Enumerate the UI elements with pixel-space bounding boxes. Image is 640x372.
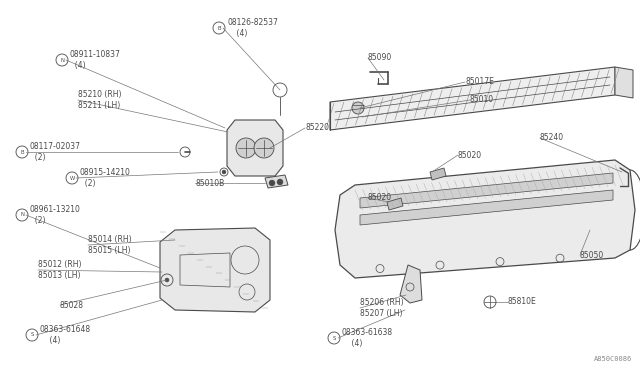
Text: 85206 (RH)
85207 (LH): 85206 (RH) 85207 (LH) xyxy=(360,298,404,318)
Text: 85240: 85240 xyxy=(540,134,564,142)
Text: 85810E: 85810E xyxy=(508,298,537,307)
Text: 08363-61648
    (4): 08363-61648 (4) xyxy=(40,325,91,345)
Circle shape xyxy=(277,179,283,185)
Text: A850C0086: A850C0086 xyxy=(594,356,632,362)
Text: 85012 (RH)
85013 (LH): 85012 (RH) 85013 (LH) xyxy=(38,260,81,280)
Text: 85020: 85020 xyxy=(458,151,482,160)
Text: 85210 (RH)
85211 (LH): 85210 (RH) 85211 (LH) xyxy=(78,90,122,110)
Polygon shape xyxy=(330,67,615,130)
Circle shape xyxy=(269,180,275,186)
Text: 85010B: 85010B xyxy=(195,179,224,187)
Text: B: B xyxy=(20,150,24,154)
Text: S: S xyxy=(30,333,34,337)
Text: 85017E: 85017E xyxy=(465,77,494,87)
Polygon shape xyxy=(360,173,613,208)
Circle shape xyxy=(254,138,274,158)
Polygon shape xyxy=(360,190,613,225)
Circle shape xyxy=(352,102,364,114)
Polygon shape xyxy=(430,168,446,180)
Polygon shape xyxy=(160,228,270,312)
Polygon shape xyxy=(400,265,422,303)
Circle shape xyxy=(165,278,169,282)
Text: 85050: 85050 xyxy=(580,250,604,260)
Text: 85010: 85010 xyxy=(470,96,494,105)
Polygon shape xyxy=(265,175,288,188)
Text: 08117-02037
  (2): 08117-02037 (2) xyxy=(30,142,81,162)
Text: 85090: 85090 xyxy=(368,54,392,62)
Text: 85020: 85020 xyxy=(368,193,392,202)
Text: 08363-61638
    (4): 08363-61638 (4) xyxy=(342,328,393,348)
Polygon shape xyxy=(227,120,283,176)
Text: 85028: 85028 xyxy=(60,301,84,310)
Polygon shape xyxy=(615,67,633,98)
Polygon shape xyxy=(335,160,635,278)
Text: S: S xyxy=(332,336,336,340)
Text: 08911-10837
  (4): 08911-10837 (4) xyxy=(70,50,121,70)
Text: 08126-82537
    (4): 08126-82537 (4) xyxy=(227,18,278,38)
Circle shape xyxy=(236,138,256,158)
Circle shape xyxy=(222,170,226,174)
Text: 08915-14210
  (2): 08915-14210 (2) xyxy=(80,168,131,188)
Polygon shape xyxy=(387,198,403,210)
Text: W: W xyxy=(69,176,75,180)
Text: 85014 (RH)
85015 (LH): 85014 (RH) 85015 (LH) xyxy=(88,235,132,255)
Text: B: B xyxy=(217,26,221,31)
Text: 08961-13210
  (2): 08961-13210 (2) xyxy=(30,205,81,225)
Text: N: N xyxy=(60,58,64,62)
Text: 85220: 85220 xyxy=(305,124,329,132)
Text: N: N xyxy=(20,212,24,218)
